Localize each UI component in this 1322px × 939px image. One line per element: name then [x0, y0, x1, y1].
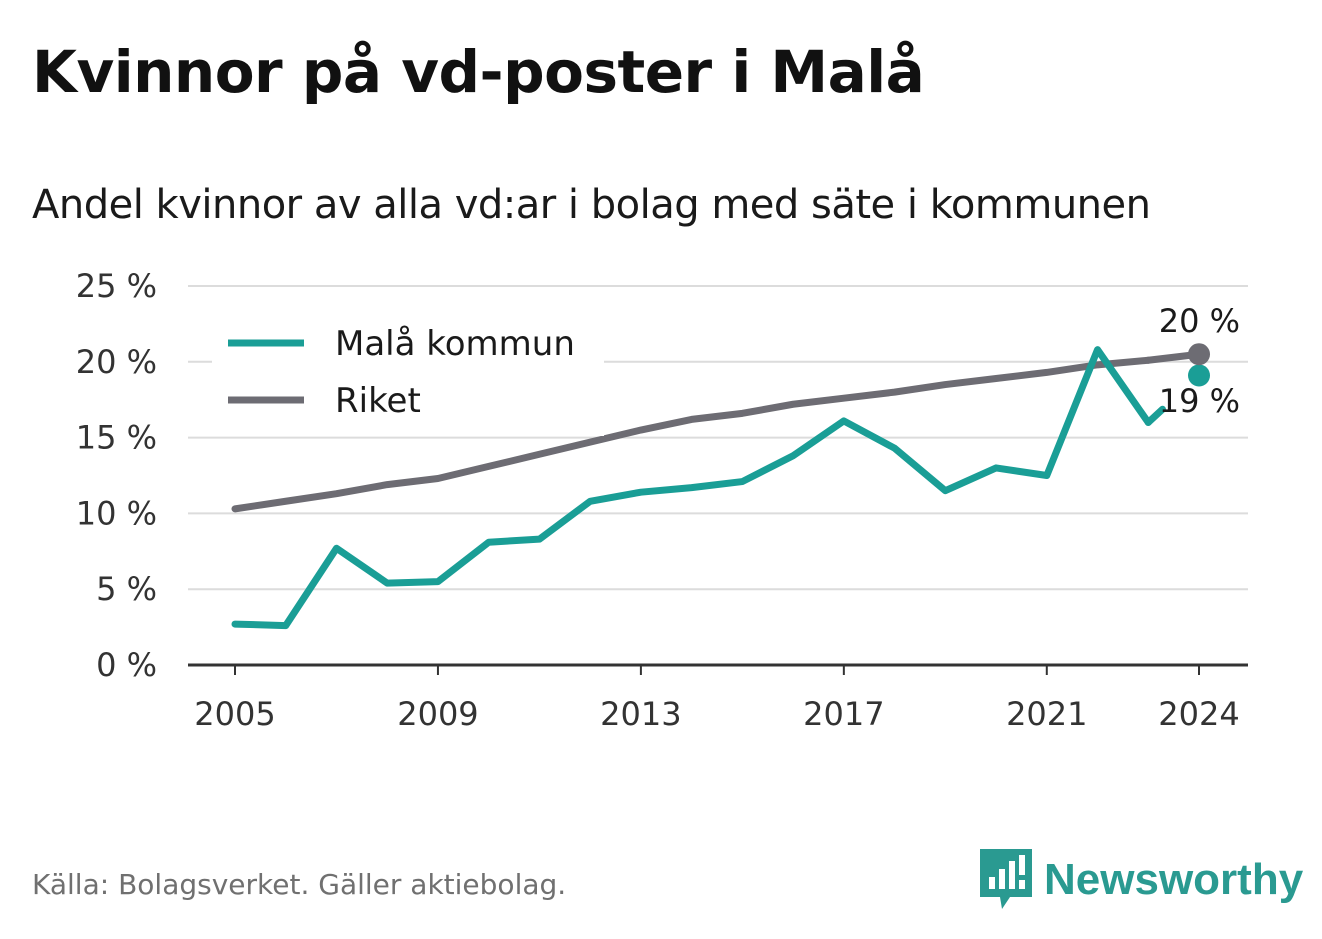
y-tick-label: 10 % — [76, 494, 157, 532]
y-tick-label: 0 % — [96, 646, 157, 684]
y-axis-ticks: 0 % 5 % 10 % 15 % 20 % 25 % — [76, 267, 157, 684]
legend-background — [212, 318, 604, 436]
chart-title: Kvinnor på vd-poster i Malå — [32, 38, 925, 106]
line-chart: 0 %5 %10 %15 %20 %25 % 2005 2009 2013 2017 2… — [76, 267, 1248, 733]
end-marker-riket — [1188, 343, 1210, 366]
end-label-riket: 20 % — [1159, 302, 1240, 340]
end-marker-mala — [1188, 364, 1210, 387]
x-axis: 2005 2009 2013 2017 2021 2024 — [188, 663, 1248, 733]
newsworthy-logo-icon — [980, 849, 1032, 909]
end-label-mala: 19 % — [1159, 382, 1240, 420]
y-tick-label: 25 % — [76, 267, 157, 305]
x-tick-label: 2024 — [1158, 695, 1239, 733]
series-lines — [231, 346, 1203, 630]
x-tick-label: 2013 — [600, 695, 681, 733]
source-note: Källa: Bolagsverket. Gäller aktiebolag. — [32, 868, 567, 901]
series-line-riket — [231, 356, 1152, 513]
x-tick-label: 2009 — [397, 695, 478, 733]
series-line-mala — [231, 346, 1152, 630]
brand-name: Newsworthy — [1044, 855, 1304, 904]
legend-label: Riket — [335, 381, 421, 421]
chart-subtitle: Andel kvinnor av alla vd:ar i bolag med … — [32, 182, 1151, 228]
y-tick-label: 20 % — [76, 343, 157, 381]
end-markers: 20 % 19 % — [1159, 302, 1240, 420]
x-tick-label: 2017 — [803, 695, 884, 733]
legend-label: Malå kommun — [335, 324, 575, 364]
y-tick-label: 5 % — [96, 570, 157, 608]
brand: Newsworthy — [980, 848, 1303, 912]
x-tick-label: 2021 — [1006, 695, 1087, 733]
legend: Malå kommun Riket — [212, 318, 604, 436]
y-tick-label: 15 % — [76, 419, 157, 457]
series-line-mala-end — [1144, 405, 1166, 426]
x-tick-label: 2005 — [194, 695, 275, 733]
